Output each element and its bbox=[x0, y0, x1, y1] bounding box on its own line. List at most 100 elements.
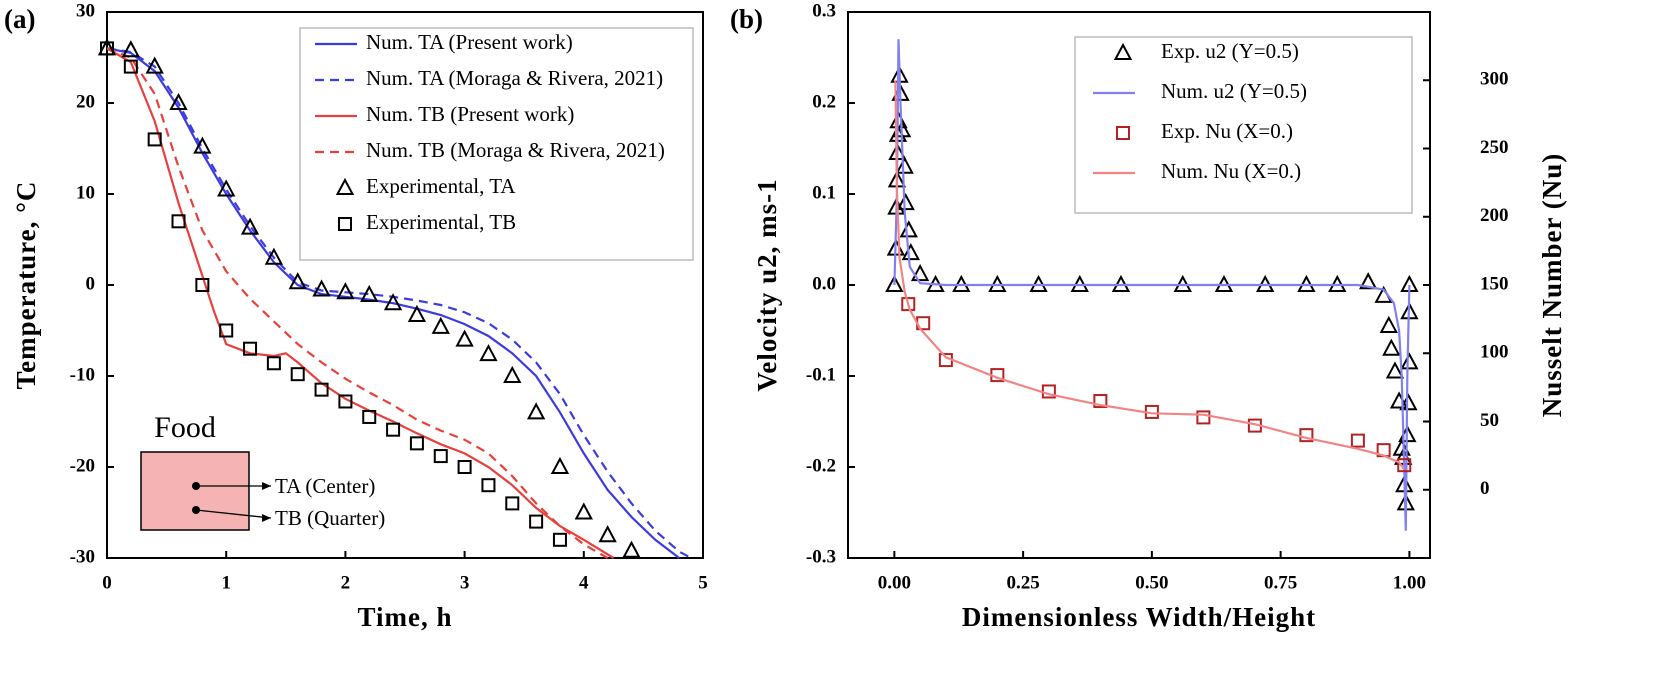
inset-title: Food bbox=[154, 411, 216, 444]
triangle-marker bbox=[1379, 315, 1398, 333]
legend-label: Num. TB (Present work) bbox=[366, 102, 574, 126]
x-tick-label: 4 bbox=[579, 572, 589, 593]
triangle-marker bbox=[479, 344, 498, 362]
y2-tick-label: 300 bbox=[1480, 69, 1509, 90]
triangle-marker bbox=[896, 192, 915, 211]
square-marker bbox=[1196, 410, 1211, 425]
triangle-marker bbox=[455, 329, 474, 347]
triangle-marker bbox=[288, 272, 307, 290]
y2-tick-label: 200 bbox=[1480, 205, 1509, 226]
x-tick-label: 0.50 bbox=[1135, 572, 1168, 593]
x-tick-label: 1 bbox=[221, 572, 231, 593]
triangle-marker bbox=[899, 220, 918, 238]
series-line bbox=[893, 39, 1411, 531]
y-tick-label: -20 bbox=[70, 455, 95, 476]
triangle-marker bbox=[1385, 361, 1405, 379]
square-marker bbox=[243, 341, 258, 356]
y-tick-label: 20 bbox=[76, 91, 95, 112]
legend-label: Experimental, TA bbox=[366, 174, 516, 198]
legend-label: Num. TA (Moraga & Rivera, 2021) bbox=[366, 66, 663, 90]
legend-label: Num. TB (Moraga & Rivera, 2021) bbox=[366, 138, 665, 162]
y2-axis-title: Nusselt Number (Nu) bbox=[1537, 153, 1567, 418]
square-marker bbox=[362, 409, 377, 424]
triangle-marker bbox=[598, 525, 617, 543]
triangle-marker bbox=[264, 247, 284, 265]
square-marker bbox=[901, 297, 916, 312]
y-tick-label: -0.2 bbox=[806, 455, 836, 476]
arrow-head bbox=[262, 514, 271, 522]
probe-arrow bbox=[195, 509, 272, 519]
triangle-marker bbox=[407, 304, 427, 323]
triangle-marker bbox=[240, 217, 260, 235]
square-marker bbox=[266, 356, 281, 371]
y-tick-label: 10 bbox=[76, 182, 95, 203]
x-tick-label: 0.75 bbox=[1264, 572, 1297, 593]
legend-box bbox=[1074, 36, 1413, 214]
y-tick-label: 0.2 bbox=[812, 91, 836, 112]
square-marker bbox=[195, 278, 210, 292]
square-marker bbox=[505, 496, 520, 511]
triangle-marker bbox=[145, 56, 164, 74]
legend-label: Num. u2 (Y=0.5) bbox=[1161, 79, 1307, 103]
triangle-marker bbox=[1389, 391, 1409, 409]
legend-swatch bbox=[338, 217, 352, 231]
triangle-marker bbox=[895, 156, 914, 174]
legend-label: Experimental, TB bbox=[366, 210, 516, 234]
y2-tick-label: 50 bbox=[1480, 410, 1499, 431]
triangle-marker bbox=[910, 263, 930, 282]
triangle-marker bbox=[121, 40, 141, 58]
legend-label: Num. TA (Present work) bbox=[366, 30, 573, 54]
triangle-marker bbox=[431, 316, 450, 334]
triangle-marker bbox=[217, 179, 236, 197]
series-line bbox=[106, 47, 609, 559]
panel-label: (a) bbox=[4, 4, 35, 34]
y-tick-label: 0.0 bbox=[812, 273, 836, 294]
legend-label: Exp. Nu (X=0.) bbox=[1161, 119, 1293, 143]
panel-label: (b) bbox=[730, 4, 763, 34]
y2-tick-label: 0 bbox=[1480, 478, 1490, 499]
square-marker bbox=[314, 382, 329, 397]
legend-label: Exp. u2 (Y=0.5) bbox=[1161, 39, 1299, 63]
y-axis-title: Temperature, °C bbox=[11, 181, 41, 390]
square-marker bbox=[219, 323, 234, 338]
legend-label: Num. Nu (X=0.) bbox=[1161, 159, 1301, 183]
square-marker bbox=[457, 460, 472, 474]
triangle-marker bbox=[503, 365, 522, 383]
square-marker bbox=[100, 41, 114, 56]
legend-box bbox=[299, 27, 694, 261]
series-line bbox=[106, 47, 615, 559]
y-tick-label: 0.3 bbox=[812, 0, 836, 21]
triangle-marker bbox=[336, 282, 355, 300]
square-marker bbox=[433, 449, 448, 464]
square-marker bbox=[409, 436, 424, 451]
x-tick-label: 5 bbox=[698, 572, 708, 593]
triangle-marker bbox=[1359, 272, 1378, 290]
square-marker bbox=[1397, 458, 1412, 473]
x-tick-label: 3 bbox=[460, 572, 470, 593]
square-marker bbox=[147, 132, 162, 147]
legend-swatch bbox=[1116, 126, 1130, 140]
triangle-marker bbox=[901, 243, 921, 261]
y-tick-label: -10 bbox=[70, 364, 95, 385]
series-line bbox=[106, 47, 692, 559]
square-marker bbox=[386, 422, 401, 437]
square-marker bbox=[1299, 428, 1314, 443]
triangle-marker bbox=[312, 279, 331, 297]
x-tick-label: 1.00 bbox=[1393, 572, 1426, 593]
y-tick-label: 0 bbox=[86, 273, 96, 294]
x-axis-title: Time, h bbox=[357, 602, 452, 632]
triangle-marker bbox=[169, 92, 188, 110]
x-tick-label: 2 bbox=[341, 572, 351, 593]
square-marker bbox=[290, 367, 305, 382]
probe-label: TB (Quarter) bbox=[275, 506, 385, 530]
square-marker bbox=[123, 59, 138, 74]
legend-swatch bbox=[335, 177, 355, 195]
y2-tick-label: 150 bbox=[1480, 273, 1509, 294]
y-tick-label: -30 bbox=[70, 546, 95, 567]
triangle-marker bbox=[383, 293, 403, 311]
square-marker bbox=[1093, 394, 1108, 409]
y-tick-label: 30 bbox=[76, 0, 95, 21]
x-tick-label: 0.00 bbox=[878, 572, 911, 593]
x-axis-title: Dimensionless Width/Height bbox=[962, 602, 1316, 632]
